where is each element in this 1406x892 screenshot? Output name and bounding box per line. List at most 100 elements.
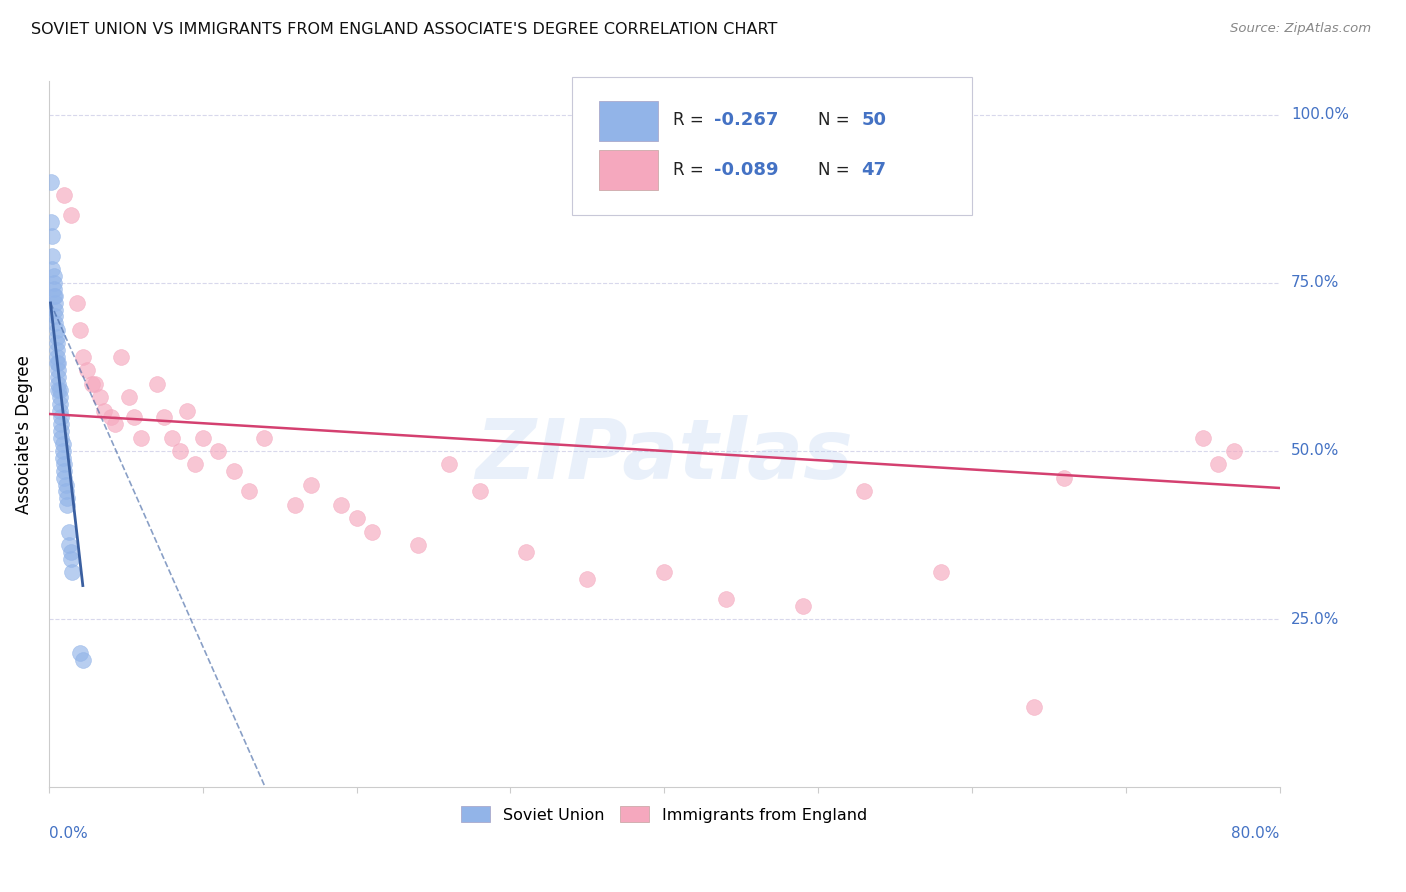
Point — [44, 302, 66, 317]
FancyBboxPatch shape — [572, 78, 972, 215]
Point — [145, 376, 167, 391]
Text: 75.0%: 75.0% — [1291, 276, 1339, 290]
Point — [1222, 444, 1244, 458]
Point — [48, 397, 70, 411]
Point — [253, 430, 276, 444]
Point — [46, 384, 69, 398]
Point — [654, 565, 676, 579]
Point — [41, 249, 63, 263]
Point — [56, 498, 79, 512]
Point — [80, 376, 103, 391]
Point — [53, 188, 76, 202]
Point — [84, 376, 107, 391]
Point — [51, 424, 73, 438]
Point — [153, 410, 176, 425]
Point — [72, 350, 94, 364]
Point — [515, 545, 537, 559]
Point — [60, 565, 83, 579]
Point — [299, 477, 322, 491]
Point — [48, 384, 70, 398]
Point — [39, 215, 62, 229]
Point — [110, 350, 132, 364]
Y-axis label: Associate's Degree: Associate's Degree — [15, 355, 32, 514]
Point — [576, 572, 599, 586]
Text: -0.089: -0.089 — [714, 161, 778, 179]
Point — [129, 430, 152, 444]
Point — [207, 444, 229, 458]
Point — [330, 498, 353, 512]
Point — [93, 403, 115, 417]
Point — [792, 599, 814, 613]
Point — [100, 410, 122, 425]
Text: 25.0%: 25.0% — [1291, 612, 1339, 627]
Point — [238, 484, 260, 499]
Point — [89, 390, 111, 404]
Legend: Soviet Union, Immigrants from England: Soviet Union, Immigrants from England — [456, 799, 873, 829]
FancyBboxPatch shape — [599, 150, 658, 190]
Text: 0.0%: 0.0% — [49, 826, 87, 841]
Text: R =: R = — [673, 161, 704, 179]
Point — [48, 390, 70, 404]
Point — [714, 592, 737, 607]
Point — [346, 511, 368, 525]
FancyBboxPatch shape — [599, 101, 658, 141]
Point — [42, 289, 65, 303]
Text: SOVIET UNION VS IMMIGRANTS FROM ENGLAND ASSOCIATE'S DEGREE CORRELATION CHART: SOVIET UNION VS IMMIGRANTS FROM ENGLAND … — [31, 22, 778, 37]
Point — [51, 410, 73, 425]
Point — [59, 545, 82, 559]
Point — [76, 363, 98, 377]
Point — [51, 417, 73, 431]
Point — [52, 437, 75, 451]
Point — [41, 262, 63, 277]
Point — [59, 551, 82, 566]
Point — [45, 336, 67, 351]
Point — [58, 538, 80, 552]
Point — [437, 458, 460, 472]
Text: ZIPatlas: ZIPatlas — [475, 415, 853, 496]
Point — [59, 209, 82, 223]
Point — [169, 444, 191, 458]
Point — [72, 652, 94, 666]
Point — [853, 484, 876, 499]
Point — [55, 477, 77, 491]
Point — [45, 357, 67, 371]
Point — [69, 323, 91, 337]
Point — [176, 403, 198, 417]
Text: 50.0%: 50.0% — [1291, 443, 1339, 458]
Point — [48, 403, 70, 417]
Point — [53, 458, 76, 472]
Point — [361, 524, 384, 539]
Point — [45, 323, 67, 337]
Point — [406, 538, 429, 552]
Point — [44, 310, 66, 324]
Point — [56, 491, 79, 505]
Point — [44, 289, 66, 303]
Point — [42, 283, 65, 297]
Point — [160, 430, 183, 444]
Point — [118, 390, 141, 404]
Point — [1206, 458, 1229, 472]
Point — [55, 484, 77, 499]
Point — [284, 498, 307, 512]
Text: 47: 47 — [862, 161, 886, 179]
Point — [45, 343, 67, 357]
Point — [53, 464, 76, 478]
Point — [42, 268, 65, 283]
Point — [222, 464, 245, 478]
Point — [66, 296, 89, 310]
Point — [1053, 471, 1076, 485]
Point — [44, 316, 66, 330]
Point — [45, 329, 67, 343]
Point — [69, 646, 91, 660]
Point — [104, 417, 127, 431]
Point — [52, 450, 75, 465]
Text: 50: 50 — [862, 112, 886, 129]
Text: -0.267: -0.267 — [714, 112, 778, 129]
Point — [1191, 430, 1213, 444]
Point — [42, 276, 65, 290]
Point — [44, 296, 66, 310]
Text: 80.0%: 80.0% — [1232, 826, 1279, 841]
Point — [46, 357, 69, 371]
Text: N =: N = — [818, 161, 849, 179]
Point — [39, 175, 62, 189]
